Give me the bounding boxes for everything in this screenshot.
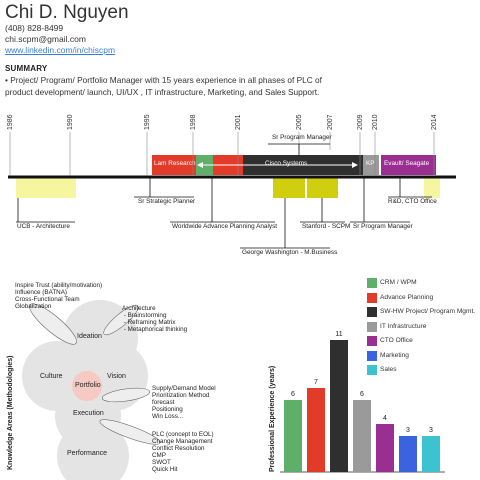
- bar-0: [284, 400, 302, 472]
- person-name: Chi D. Nguyen: [5, 2, 129, 23]
- george-washington-period: [273, 178, 305, 198]
- lam-research-label: Lam Research: [154, 160, 196, 167]
- bar-2: [330, 340, 348, 472]
- recent-period: [424, 178, 440, 198]
- evault-seagate-bar: [381, 155, 436, 175]
- timeline-lines: [8, 132, 456, 249]
- methodology-circles: [22, 300, 161, 480]
- portfolio-label: Portfolio: [75, 382, 101, 389]
- bar-3: [353, 400, 371, 472]
- experience-bars: 6 7 11 6 4 3 3: [280, 331, 445, 473]
- legend-label-4: CTO Office: [380, 337, 413, 344]
- legend-swatch-1: [367, 292, 377, 303]
- stanford-period: [307, 178, 338, 198]
- ideation-label: Ideation: [77, 333, 102, 340]
- lam-research-bar: [152, 155, 196, 175]
- ideation-notes: Architecture - Brainstorming - Reframing…: [122, 305, 188, 333]
- execution-label: Execution: [73, 410, 104, 417]
- summary-heading: SUMMARY: [5, 64, 48, 73]
- bar-value-label-5: 3: [406, 427, 410, 434]
- bar-value-label-4: 4: [383, 415, 387, 422]
- kp-label: KP: [366, 160, 375, 167]
- linkedin-link[interactable]: www.linkedin.com/in/chiscpm: [5, 45, 116, 55]
- sr-program-manager-bottom-label: Sr Program Manager: [353, 223, 413, 230]
- portfolio-circle: [72, 371, 102, 401]
- ucb-architecture-label: UCB - Architecture: [17, 223, 70, 230]
- george-washington-label: George Washington - M.Business: [242, 249, 338, 256]
- culture-label: Culture: [40, 373, 63, 380]
- evault-seagate-label: Evault/ Seagate: [384, 160, 430, 167]
- ucb-period: [16, 178, 76, 198]
- legend-swatch-2: [367, 307, 377, 317]
- bar-value-label-2: 11: [335, 331, 342, 338]
- bar-value-label-6: 3: [429, 427, 433, 434]
- legend-label-0: CRM / WPM: [380, 279, 417, 286]
- sr-program-manager-top-label: Sr Program Manager: [272, 134, 332, 141]
- legend-label-3: IT Infrastructure: [380, 322, 427, 330]
- bar-value-label-3: 6: [360, 391, 364, 398]
- legend-label-1: Advance Planning: [380, 293, 434, 301]
- bar-1: [307, 388, 325, 472]
- summary-text: • Project/ Program/ Portfolio Manager wi…: [5, 75, 322, 97]
- legend-swatch-5: [367, 350, 377, 361]
- legend-swatch-4: [367, 336, 377, 346]
- legend-label-5: Marketing: [380, 351, 409, 359]
- legend-swatch-0: [367, 278, 377, 288]
- cisco-systems-label: Cisco Systems: [265, 160, 308, 167]
- email-address: chi.scpm@gmail.com: [5, 34, 86, 44]
- bar-6: [422, 436, 440, 472]
- bar-5: [399, 436, 417, 472]
- performance-label: Performance: [67, 450, 108, 457]
- execution-notes: PLC (concept to EOL) Change Management C…: [152, 431, 214, 473]
- bar-value-label-1: 7: [314, 379, 318, 386]
- culture-notes: Inspire Trust (ability/motivation) Influ…: [15, 282, 103, 310]
- bar-4: [376, 424, 394, 472]
- legend-label-6: Sales: [380, 366, 397, 373]
- sr-strategic-planner-label: Sr Strategic Planner: [138, 198, 196, 205]
- legend-swatch-6: [367, 365, 377, 375]
- portfolio-notes: Supply/Demand Model Prioritization Metho…: [152, 385, 216, 420]
- legend-label-2: SW-HW Project/ Program Mgmt.: [380, 308, 476, 315]
- legend-swatch-3: [367, 321, 377, 332]
- bar-value-label-0: 6: [291, 391, 295, 398]
- phone-number: (408) 828-8499: [5, 23, 64, 33]
- vision-label: Vision: [107, 373, 126, 380]
- worldwide-planning-label: Worldwide Advance Planning Analyst: [172, 223, 278, 230]
- experience-ylabel: Professional Experience (years): [269, 365, 276, 472]
- stanford-label: Stanford - SCPM: [302, 223, 351, 230]
- rd-cto-label: R&D, CTO Office: [388, 198, 437, 205]
